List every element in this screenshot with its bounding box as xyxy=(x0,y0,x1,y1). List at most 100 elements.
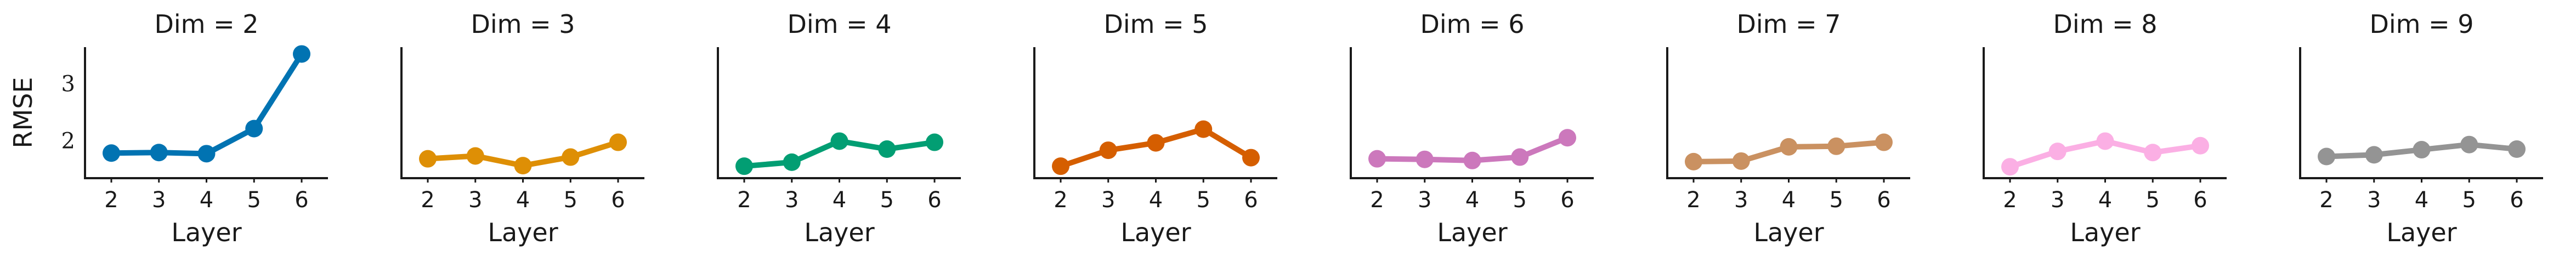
y-axis-label: RMSE xyxy=(8,77,38,149)
data-point xyxy=(1368,150,1386,168)
data-point xyxy=(1147,134,1165,152)
data-point xyxy=(419,150,437,168)
panel-title: Dim = 6 xyxy=(1420,9,1524,39)
panel-title: Dim = 7 xyxy=(1736,9,1841,39)
x-tick-label: 2 xyxy=(2319,187,2333,213)
data-point xyxy=(2413,141,2431,159)
data-point xyxy=(1875,133,1893,151)
x-axis-label: Layer xyxy=(804,218,874,247)
x-tick-label: 4 xyxy=(516,187,530,213)
x-tick-label: 5 xyxy=(247,187,261,213)
data-point xyxy=(926,133,943,151)
x-tick-label: 2 xyxy=(421,187,434,213)
x-axis-label: Layer xyxy=(2386,218,2456,247)
x-axis-label: Layer xyxy=(1120,218,1191,247)
x-axis-label: Layer xyxy=(2070,218,2140,247)
panel-7: Dim = 8 2 3 4 5 6 Layer xyxy=(1983,9,2227,247)
series-line xyxy=(109,51,304,157)
data-point xyxy=(1463,151,1481,169)
data-point xyxy=(2508,140,2526,158)
x-tick-label: 3 xyxy=(1101,187,1115,213)
x-tick-label: 3 xyxy=(1734,187,1748,213)
data-point xyxy=(609,133,627,151)
data-point xyxy=(2144,144,2162,162)
x-tick-label: 4 xyxy=(1782,187,1796,213)
data-point xyxy=(1511,148,1529,166)
panel-title: Dim = 4 xyxy=(787,9,891,39)
panel-6: Dim = 7 2 3 4 5 6 Layer xyxy=(1666,9,1910,247)
panel-5: Dim = 6 2 3 4 5 6 Layer xyxy=(1350,9,1594,247)
data-point xyxy=(1780,138,1798,156)
x-tick-label: 3 xyxy=(152,187,166,213)
x-tick-label: 6 xyxy=(1244,187,1258,213)
x-tick-label: 5 xyxy=(880,187,894,213)
data-point xyxy=(1052,157,1069,175)
x-tick-label: 4 xyxy=(2098,187,2112,213)
data-point xyxy=(103,144,120,162)
data-point xyxy=(2318,147,2335,166)
panel-title: Dim = 8 xyxy=(2053,9,2157,39)
x-tick-label: 2 xyxy=(104,187,118,213)
data-point xyxy=(2001,158,2019,176)
data-point xyxy=(466,147,484,165)
x-tick-label: 4 xyxy=(2415,187,2428,213)
data-point xyxy=(562,148,580,166)
x-tick-label: 4 xyxy=(200,187,213,213)
data-point xyxy=(2365,146,2383,164)
data-point xyxy=(245,120,263,138)
x-tick-label: 6 xyxy=(927,187,941,213)
data-point xyxy=(735,157,753,175)
chart-panels: RMSE Dim = 2 2 3 2 3 4 5 6 Layer Dim = 3 2 3 4 5 6 Layer… xyxy=(8,9,2543,247)
data-point xyxy=(1732,152,1750,170)
data-point xyxy=(1559,129,1576,147)
data-point xyxy=(2192,136,2209,155)
x-tick-label: 5 xyxy=(1197,187,1210,213)
x-tick-label: 5 xyxy=(1513,187,1527,213)
x-axis-label: Layer xyxy=(171,218,241,247)
x-tick-label: 4 xyxy=(1465,187,1479,213)
x-tick-label: 3 xyxy=(468,187,482,213)
y-tick-label: 3 xyxy=(61,72,75,97)
x-axis-label: Layer xyxy=(1437,218,1507,247)
panel-8: Dim = 9 2 3 4 5 6 Layer xyxy=(2299,9,2543,247)
x-axis-label: Layer xyxy=(488,218,558,247)
data-point xyxy=(1099,141,1117,160)
x-tick-label: 4 xyxy=(833,187,846,213)
x-tick-label: 2 xyxy=(1370,187,1384,213)
x-tick-label: 2 xyxy=(2003,187,2017,213)
data-point xyxy=(878,140,896,158)
panel-title: Dim = 9 xyxy=(2369,9,2473,39)
x-tick-label: 4 xyxy=(1149,187,1163,213)
data-point xyxy=(150,144,168,162)
x-tick-label: 3 xyxy=(785,187,799,213)
x-tick-label: 3 xyxy=(2051,187,2064,213)
x-tick-label: 6 xyxy=(1560,187,1574,213)
x-axis-label: Layer xyxy=(1753,218,1824,247)
x-tick-label: 6 xyxy=(2193,187,2207,213)
x-tick-label: 5 xyxy=(2462,187,2476,213)
x-tick-label: 2 xyxy=(1686,187,1700,213)
x-tick-label: 2 xyxy=(737,187,751,213)
data-point xyxy=(2048,143,2067,161)
data-point xyxy=(1827,137,1845,155)
data-point xyxy=(1242,149,1260,167)
x-tick-label: 5 xyxy=(2146,187,2160,213)
panel-3: Dim = 4 2 3 4 5 6 Layer xyxy=(717,9,961,247)
data-point xyxy=(1416,150,1434,168)
x-tick-label: 5 xyxy=(1830,187,1843,213)
x-tick-label: 2 xyxy=(1054,187,1067,213)
data-point xyxy=(1194,120,1213,138)
data-point xyxy=(783,153,801,171)
data-point xyxy=(293,45,310,63)
x-tick-label: 6 xyxy=(2510,187,2523,213)
data-point xyxy=(514,157,532,175)
x-tick-label: 6 xyxy=(611,187,625,213)
x-tick-label: 6 xyxy=(295,187,308,213)
panel-title: Dim = 3 xyxy=(471,9,575,39)
panel-4: Dim = 5 2 3 4 5 6 Layer xyxy=(1033,9,1277,247)
data-point xyxy=(2096,132,2114,150)
x-tick-label: 6 xyxy=(1877,187,1890,213)
data-point xyxy=(1685,152,1702,170)
data-point xyxy=(830,132,848,150)
